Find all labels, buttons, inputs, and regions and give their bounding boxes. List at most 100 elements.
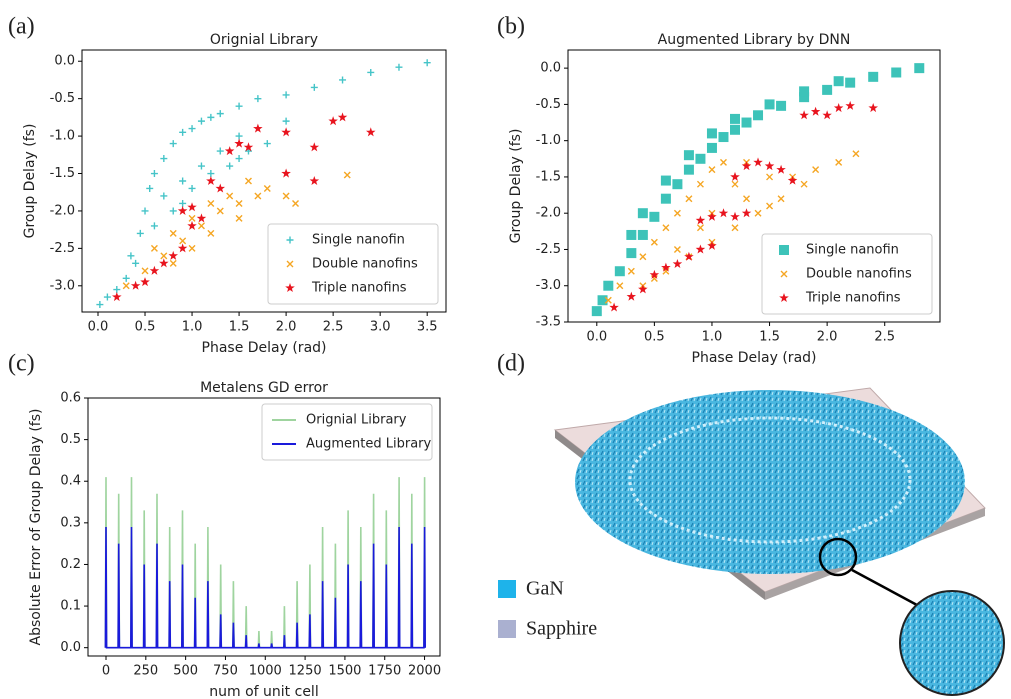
data-point xyxy=(614,266,625,277)
chart-panel: (c) Metalens GD error num of unit cell Abso… xyxy=(8,351,441,699)
data-point xyxy=(169,207,177,215)
data-point xyxy=(243,142,254,152)
x-tick-label: 1750 xyxy=(368,664,401,679)
x-tick-label: 2.0 xyxy=(276,320,297,335)
data-point xyxy=(891,67,902,78)
data-point xyxy=(235,214,243,222)
x-tick-label: 1250 xyxy=(289,664,322,679)
x-tick-label: 1000 xyxy=(249,664,282,679)
x-tick-label: 500 xyxy=(173,664,198,679)
legend-label: Triple nanofins xyxy=(311,281,407,296)
data-point xyxy=(254,95,262,103)
x-tick-label: 0.0 xyxy=(88,320,109,335)
data-point xyxy=(914,63,925,74)
data-point xyxy=(226,162,234,170)
data-point xyxy=(235,199,243,207)
data-point xyxy=(253,123,263,133)
data-point xyxy=(196,213,207,223)
data-point xyxy=(132,259,140,267)
legend-label: Single nanofin xyxy=(806,243,899,258)
y-axis-label: Group Delay (fs) xyxy=(22,124,38,239)
data-point xyxy=(597,295,608,306)
data-point xyxy=(140,277,150,287)
data-point xyxy=(179,177,187,185)
zone-ring xyxy=(628,416,912,544)
data-point xyxy=(787,175,798,185)
x-tick-label: 0.5 xyxy=(135,320,156,335)
data-point xyxy=(423,59,431,67)
panel-label: (a) xyxy=(8,14,35,40)
data-point xyxy=(177,205,188,215)
data-point xyxy=(822,84,833,95)
data-point xyxy=(130,280,141,290)
data-point xyxy=(852,150,860,158)
y-tick-label: 0.0 xyxy=(60,640,81,655)
data-point xyxy=(235,132,243,140)
data-point xyxy=(833,76,844,87)
data-point xyxy=(146,184,154,192)
data-point xyxy=(395,63,403,71)
data-point xyxy=(160,192,168,200)
data-point xyxy=(168,250,178,260)
data-point xyxy=(609,302,619,312)
data-point xyxy=(150,222,158,230)
y-tick-label: -1.5 xyxy=(50,166,75,181)
chart-title: Orignial Library xyxy=(210,32,318,48)
y-tick-label: 0.6 xyxy=(60,391,81,406)
data-point xyxy=(122,282,130,290)
y-tick-label: 0.1 xyxy=(60,599,81,614)
data-point xyxy=(660,175,671,186)
data-point xyxy=(868,71,879,82)
y-tick-label: 0.0 xyxy=(540,61,561,76)
y-tick-label: -1.0 xyxy=(536,133,561,148)
zoom-view xyxy=(899,590,1005,696)
legend-swatch xyxy=(779,245,789,255)
x-tick-label: 750 xyxy=(213,664,238,679)
data-point xyxy=(637,229,648,240)
data-point xyxy=(616,282,624,290)
zoom-marker xyxy=(818,537,858,577)
y-tick-label: 0.4 xyxy=(60,474,81,489)
legend-swatch xyxy=(498,620,516,638)
data-point xyxy=(662,224,670,232)
data-point xyxy=(845,77,856,88)
data-point xyxy=(328,116,338,126)
data-point xyxy=(777,195,785,203)
plot-frame xyxy=(87,397,441,657)
data-point xyxy=(113,286,121,294)
data-point xyxy=(696,180,704,188)
chart-title: Augmented Library by DNN xyxy=(658,32,851,48)
chart-panel: (a) Orignial Library Phase Delay (rad) Grou… xyxy=(8,14,447,356)
y-tick-label: -3.5 xyxy=(536,315,561,330)
data-point xyxy=(626,248,637,259)
data-point xyxy=(764,99,775,110)
data-point xyxy=(649,211,660,222)
x-tick-label: 0.5 xyxy=(644,330,665,345)
data-point xyxy=(706,128,717,139)
chart-title: Metalens GD error xyxy=(200,380,328,396)
x-tick-label: 0 xyxy=(102,664,110,679)
data-point xyxy=(626,291,637,301)
data-point xyxy=(216,110,224,118)
y-tick-label: 0.3 xyxy=(60,515,81,530)
y-tick-label: -1.0 xyxy=(50,129,75,144)
data-point xyxy=(141,267,149,275)
data-point xyxy=(741,208,752,218)
data-point xyxy=(179,199,187,207)
data-point xyxy=(169,259,177,267)
data-point xyxy=(281,127,291,137)
data-point xyxy=(776,164,786,174)
data-point xyxy=(103,293,111,301)
data-point xyxy=(672,259,683,268)
data-point xyxy=(637,208,648,219)
legend-label: GaN xyxy=(526,578,564,600)
data-point xyxy=(216,207,224,215)
data-point xyxy=(224,146,235,156)
data-point xyxy=(649,269,660,279)
x-tick-label: 1.5 xyxy=(759,330,780,345)
data-point xyxy=(141,207,149,215)
legend-swatch xyxy=(779,293,789,302)
data-point xyxy=(339,76,347,84)
data-point xyxy=(187,202,197,212)
data-point xyxy=(96,301,104,309)
